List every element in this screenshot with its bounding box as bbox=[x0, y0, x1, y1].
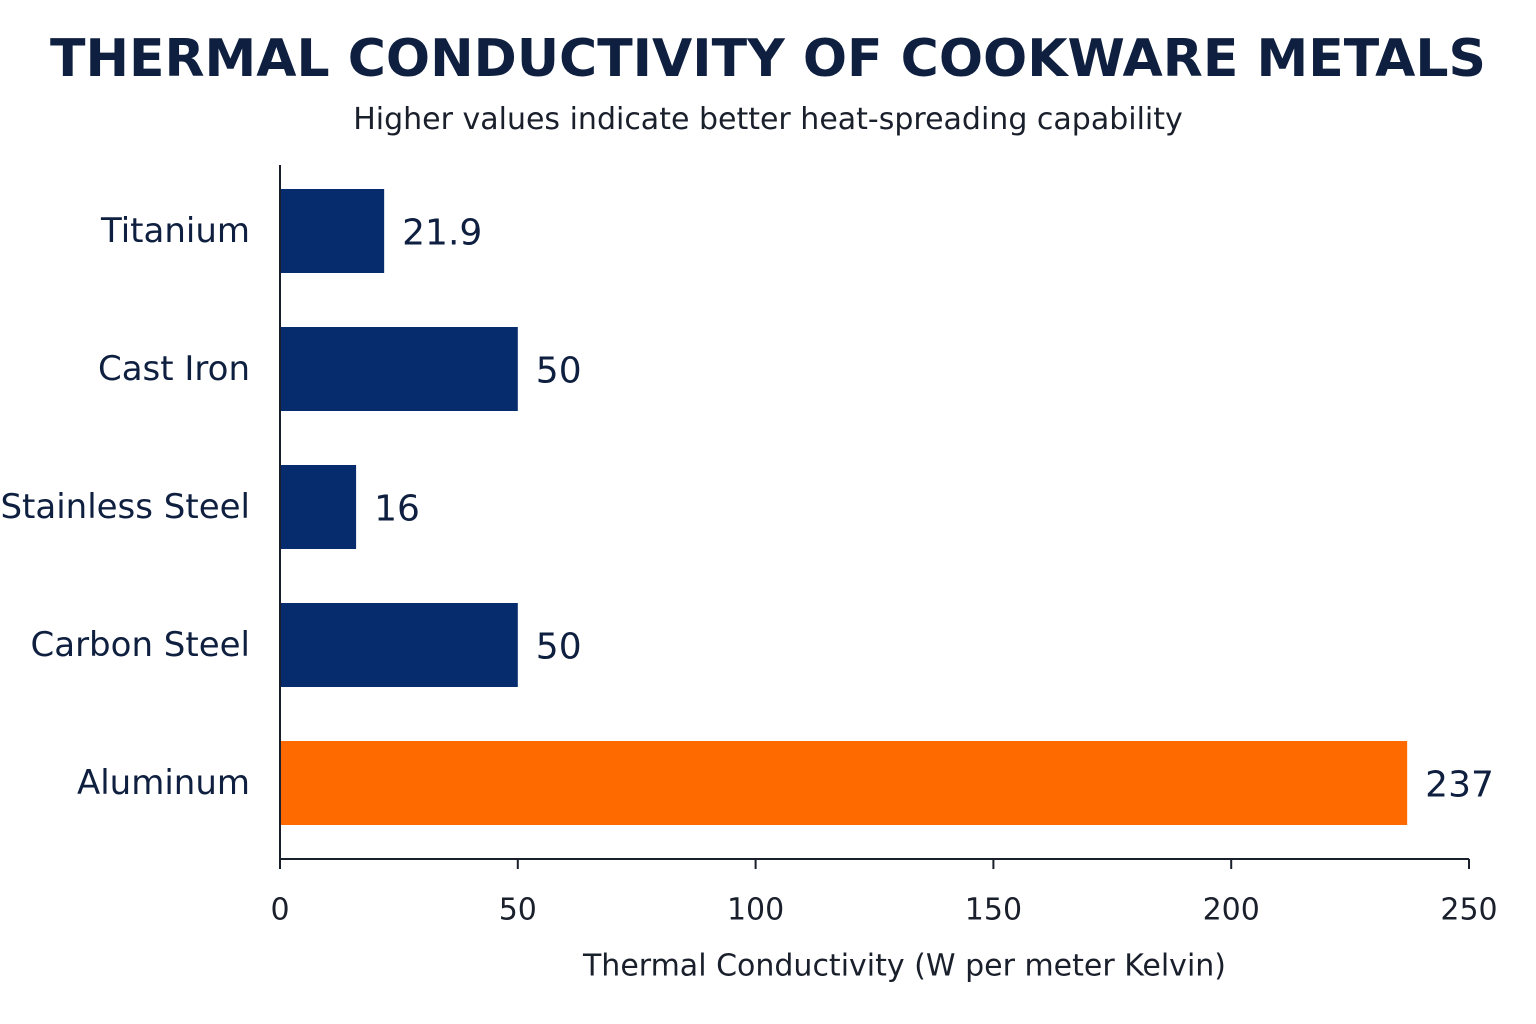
category-label-carbon-steel: Carbon Steel bbox=[31, 625, 251, 665]
bar-carbon-steel bbox=[280, 603, 518, 687]
value-label-carbon-steel: 50 bbox=[536, 627, 582, 668]
axes-group bbox=[279, 165, 1469, 860]
bar-titanium bbox=[280, 189, 385, 273]
x-tick-label-250: 250 bbox=[1440, 893, 1497, 928]
value-label-titanium: 21.9 bbox=[402, 213, 482, 254]
bars-group bbox=[280, 189, 1408, 825]
bar-stainless-steel bbox=[280, 465, 357, 549]
chart-title: THERMAL CONDUCTIVITY OF COOKWARE METALS bbox=[49, 29, 1487, 89]
bar-aluminum bbox=[280, 741, 1408, 825]
x-tick-label-0: 0 bbox=[270, 893, 289, 928]
x-tick-label-50: 50 bbox=[499, 893, 537, 928]
category-label-stainless-steel: Stainless Steel bbox=[0, 487, 250, 527]
value-label-aluminum: 237 bbox=[1425, 765, 1494, 806]
value-label-stainless-steel: 16 bbox=[374, 489, 420, 530]
x-ticks-group: 0 50 100 150 200 250 bbox=[270, 859, 1498, 928]
value-labels-group: 21.9 50 16 50 237 bbox=[374, 213, 1494, 806]
value-label-cast-iron: 50 bbox=[536, 351, 582, 392]
x-tick-label-200: 200 bbox=[1203, 893, 1260, 928]
chart-subtitle: Higher values indicate better heat-sprea… bbox=[353, 102, 1183, 137]
category-labels-group: Titanium Cast Iron Stainless Steel Carbon S… bbox=[0, 211, 250, 803]
x-tick-label-100: 100 bbox=[727, 893, 784, 928]
category-label-titanium: Titanium bbox=[100, 211, 250, 251]
x-axis-title: Thermal Conductivity (W per meter Kelvin… bbox=[582, 949, 1226, 984]
category-label-aluminum: Aluminum bbox=[77, 763, 250, 803]
bar-cast-iron bbox=[280, 327, 518, 411]
x-tick-label-150: 150 bbox=[965, 893, 1022, 928]
category-label-cast-iron: Cast Iron bbox=[98, 349, 250, 389]
